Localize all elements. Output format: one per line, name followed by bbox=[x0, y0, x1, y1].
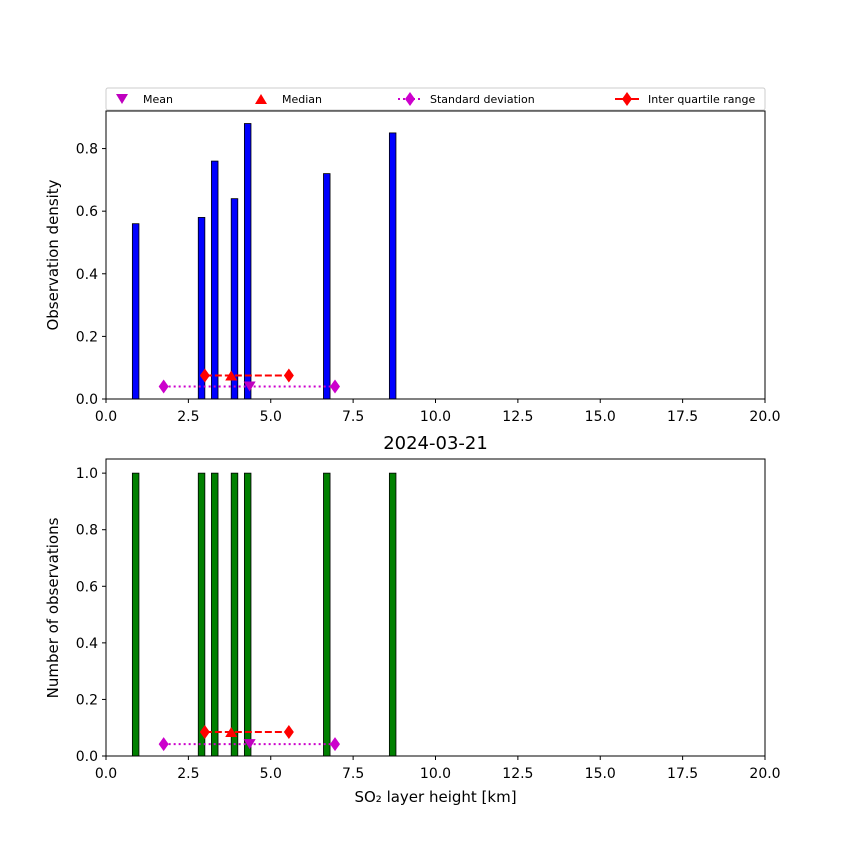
count-bar bbox=[131, 472, 140, 757]
density-bars bbox=[131, 123, 397, 400]
density-y-tick-label: 0.0 bbox=[76, 392, 98, 408]
count-y-tick-label: 0.8 bbox=[76, 523, 98, 539]
density-y-label: Observation density bbox=[44, 179, 62, 330]
legend-entry-std: Standard deviation bbox=[398, 92, 535, 106]
density-median-marker bbox=[225, 370, 238, 381]
density-panel: 0.0 2.5 5.0 7.5 10.0 12.5 15.0 17.5 20.0 0.00.20… bbox=[44, 110, 781, 425]
density-iqr-marker-low bbox=[199, 368, 210, 383]
density-x-tick-label: 20.0 bbox=[749, 409, 780, 425]
count-y-ticks: 0.0 0.2 0.4 0.6 0.8 1.0 bbox=[76, 466, 106, 765]
count-bar bbox=[211, 472, 219, 757]
density-x-tick-label: 2.5 bbox=[177, 409, 199, 425]
density-y-tick-label: 0.6 bbox=[76, 204, 98, 220]
density-x-tick-label: 17.5 bbox=[667, 409, 698, 425]
count-mean-marker bbox=[243, 739, 256, 750]
legend: Mean Median Standard deviation Inter qua… bbox=[105, 87, 766, 111]
count-stat-markers bbox=[158, 724, 341, 752]
legend-box bbox=[105, 87, 766, 111]
count-y-label: Number of observations bbox=[44, 517, 62, 698]
density-y-ticks: 0.0 0.2 0.4 0.6 0.8 bbox=[76, 142, 106, 408]
count-y-tick-label: 0.4 bbox=[76, 636, 98, 652]
density-y-tick-label: 0.2 bbox=[76, 329, 98, 345]
density-bar bbox=[388, 132, 397, 400]
count-x-tick-label: 20.0 bbox=[749, 766, 780, 782]
count-x-tick-label: 5.0 bbox=[260, 766, 282, 782]
legend-iqr-label: Inter quartile range bbox=[648, 93, 755, 106]
legend-median-label: Median bbox=[282, 93, 322, 106]
count-x-tick-label: 2.5 bbox=[177, 766, 199, 782]
count-y-tick-label: 0.6 bbox=[76, 579, 98, 595]
density-stat-markers bbox=[158, 368, 341, 394]
legend-median-marker bbox=[255, 94, 267, 104]
count-bar bbox=[243, 472, 252, 757]
legend-iqr-marker bbox=[622, 92, 632, 106]
count-y-tick-label: 0.2 bbox=[76, 692, 98, 708]
count-bar bbox=[323, 472, 331, 757]
legend-std-label: Standard deviation bbox=[430, 93, 535, 106]
density-std-marker-high bbox=[330, 379, 341, 394]
count-std-marker-high bbox=[330, 737, 341, 752]
density-x-ticks: 0.0 2.5 5.0 7.5 10.0 12.5 15.0 17.5 20.0 bbox=[95, 399, 781, 425]
legend-mean-label: Mean bbox=[143, 93, 173, 106]
density-y-tick-label: 0.4 bbox=[76, 267, 98, 283]
count-iqr-marker-low bbox=[199, 724, 210, 739]
legend-entry-mean: Mean bbox=[116, 93, 173, 106]
count-y-tick-label: 0.0 bbox=[76, 749, 98, 765]
count-bar bbox=[388, 472, 397, 757]
count-x-tick-label: 15.0 bbox=[585, 766, 616, 782]
count-title: 2024-03-21 bbox=[383, 433, 488, 454]
count-panel: 2024-03-21 0.0 2.5 5.0 7.5 10.0 12.5 15.0 17.5 2… bbox=[44, 433, 781, 806]
density-std-marker-low bbox=[158, 379, 169, 394]
density-x-tick-label: 15.0 bbox=[585, 409, 616, 425]
density-iqr-marker-high bbox=[283, 368, 294, 383]
legend-entry-median: Median bbox=[255, 93, 322, 106]
legend-entry-iqr: Inter quartile range bbox=[615, 92, 755, 106]
count-bar bbox=[230, 472, 239, 757]
density-y-tick-label: 0.8 bbox=[76, 142, 98, 158]
density-bar bbox=[243, 123, 252, 400]
density-bar bbox=[323, 173, 331, 400]
density-x-tick-label: 7.5 bbox=[342, 409, 364, 425]
count-x-tick-label: 7.5 bbox=[342, 766, 364, 782]
density-bar bbox=[131, 223, 140, 400]
legend-std-marker bbox=[405, 92, 415, 106]
density-x-tick-label: 12.5 bbox=[502, 409, 533, 425]
count-x-ticks: 0.0 2.5 5.0 7.5 10.0 12.5 15.0 17.5 20.0 bbox=[95, 756, 781, 782]
density-bar bbox=[211, 160, 219, 400]
count-bar bbox=[197, 472, 206, 757]
density-x-tick-label: 0.0 bbox=[95, 409, 117, 425]
legend-mean-marker bbox=[116, 94, 128, 104]
count-y-tick-label: 1.0 bbox=[76, 466, 98, 482]
count-x-tick-label: 0.0 bbox=[95, 766, 117, 782]
density-x-tick-label: 10.0 bbox=[420, 409, 451, 425]
count-x-tick-label: 12.5 bbox=[502, 766, 533, 782]
count-iqr-marker-high bbox=[283, 724, 294, 739]
count-median-marker bbox=[225, 726, 238, 737]
density-x-tick-label: 5.0 bbox=[260, 409, 282, 425]
density-bar bbox=[230, 198, 239, 400]
count-x-tick-label: 10.0 bbox=[420, 766, 451, 782]
count-x-tick-label: 17.5 bbox=[667, 766, 698, 782]
density-mean-marker bbox=[243, 381, 256, 392]
count-x-label: SO₂ layer height [km] bbox=[354, 788, 516, 806]
count-std-marker-low bbox=[158, 737, 169, 752]
